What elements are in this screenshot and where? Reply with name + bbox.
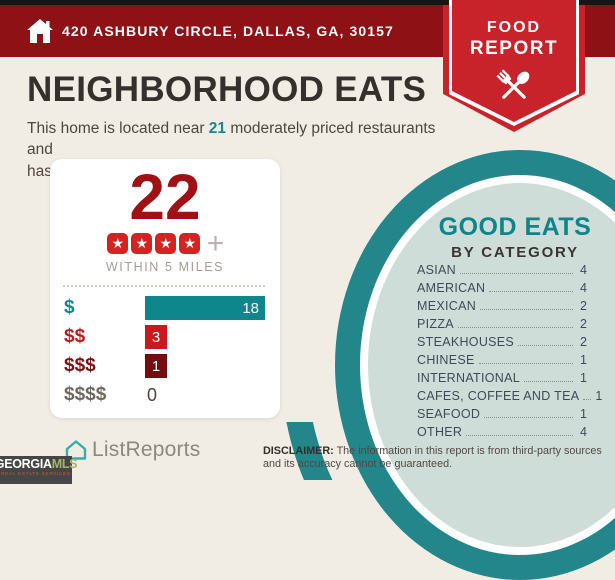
price-bar: 3 xyxy=(145,325,167,349)
disclaimer-text: The information in this report is from t… xyxy=(263,445,602,470)
dotted-leader xyxy=(484,417,573,418)
star-rating: ★ ★ ★ ★ + xyxy=(50,226,280,260)
star-icon: ★ xyxy=(107,233,129,254)
category-row: INTERNATIONAL 1 xyxy=(417,371,587,389)
dotted-leader xyxy=(583,399,592,400)
category-label: ASIAN xyxy=(417,263,457,277)
category-row: AMERICAN 4 xyxy=(417,281,587,299)
category-row: MEXICAN 2 xyxy=(417,299,587,317)
star-icon: ★ xyxy=(131,233,153,254)
category-count: 1 xyxy=(595,389,603,403)
category-label: STEAKHOUSES xyxy=(417,335,515,349)
category-count: 1 xyxy=(580,407,587,421)
category-row: SEAFOOD 1 xyxy=(417,407,587,425)
star-icon: ★ xyxy=(155,233,177,254)
restaurant-summary-card: 22 ★ ★ ★ ★ + WITHIN 5 MILES $18 $$ 3 $$$ 1 $$$$ 0 xyxy=(50,159,280,418)
listreports-wordmark: ListReports xyxy=(92,438,201,461)
dotted-leader xyxy=(457,327,573,328)
dotted-leader xyxy=(523,381,573,382)
category-row: ASIAN 4 xyxy=(417,263,587,281)
dotted-leader xyxy=(478,363,573,364)
category-row: STEAKHOUSES 2 xyxy=(417,335,587,353)
disclaimer-label: DISCLAIMER: xyxy=(263,445,334,457)
badge-title-line2: REPORT xyxy=(469,38,559,59)
category-label: SEAFOOD xyxy=(417,407,481,421)
cuisine-category-list: ASIAN 4 AMERICAN 4 MEXICAN 2 PIZZA 2 STEAKHOUSES… xyxy=(417,263,602,443)
food-report-badge: FOOD REPORT xyxy=(443,0,585,132)
price-bar: 18 xyxy=(145,296,265,320)
disclaimer: DISCLAIMER: The information in this repo… xyxy=(263,445,615,471)
georgia-mls-wordmark: GEORGIAMLS xyxy=(0,457,78,471)
subtitle-text: moderately priced restaurants and xyxy=(27,120,436,159)
price-level-label: $$$ xyxy=(64,355,96,376)
dotted-divider xyxy=(63,285,265,287)
dotted-leader xyxy=(518,345,573,346)
restaurant-count: 22 xyxy=(129,161,201,233)
spoon-fork-icon xyxy=(496,69,530,99)
category-count: 1 xyxy=(580,353,587,367)
good-eats-title: GOOD EATS xyxy=(438,213,592,241)
decorative-arc-swoosh xyxy=(250,422,435,480)
category-count: 2 xyxy=(580,317,587,331)
badge-content: FOOD REPORT xyxy=(443,19,585,113)
category-label: AMERICAN xyxy=(417,281,486,295)
price-bar-zero-value: 0 xyxy=(147,385,158,405)
category-label: OTHER xyxy=(417,425,463,439)
category-label: PIZZA xyxy=(417,317,454,331)
price-level-label: $$$$ xyxy=(64,384,107,405)
star-icon: ★ xyxy=(179,233,201,254)
category-count: 1 xyxy=(580,371,587,385)
plus-sign: + xyxy=(206,226,225,260)
price-bar-row: $$$ 1 xyxy=(50,354,280,378)
georgia-mls-tagline: REAL ESTATE SERVICES xyxy=(1,471,71,476)
category-count: 2 xyxy=(580,335,587,349)
category-row: PIZZA 2 xyxy=(417,317,587,335)
price-bar-row: $$ 3 xyxy=(50,325,280,349)
page-title: NEIGHBORHOOD EATS xyxy=(27,70,427,109)
category-count: 2 xyxy=(580,299,587,313)
price-bar: 1 xyxy=(145,354,167,378)
dotted-leader xyxy=(489,291,573,292)
price-level-label: $$ xyxy=(64,326,86,347)
top-strip xyxy=(0,0,615,5)
house-icon xyxy=(27,19,53,43)
category-count: 4 xyxy=(580,425,587,439)
good-eats-subtitle: BY CATEGORY xyxy=(451,244,579,261)
price-bar-row: $18 xyxy=(50,296,280,320)
category-label: MEXICAN xyxy=(417,299,477,313)
category-count: 4 xyxy=(580,263,587,277)
badge-title-line1: FOOD xyxy=(486,19,542,36)
subtitle-text: This home is located near xyxy=(27,120,209,137)
listreports-logo: ListReports xyxy=(64,438,200,462)
dotted-leader xyxy=(480,309,573,310)
dotted-leader xyxy=(460,273,573,274)
category-label: CHINESE xyxy=(417,353,475,367)
category-row: CAFES, COFFEE AND TEA 1 xyxy=(417,389,602,407)
category-label: CAFES, COFFEE AND TEA xyxy=(417,389,580,403)
restaurant-count-highlight: 21 xyxy=(208,120,227,137)
price-level-label: $ xyxy=(64,297,75,318)
good-eats-header: GOOD EATS BY CATEGORY xyxy=(415,213,615,261)
dotted-leader xyxy=(466,435,573,436)
category-count: 4 xyxy=(580,281,587,295)
category-row: CHINESE 1 xyxy=(417,353,587,371)
category-row: OTHER 4 xyxy=(417,425,587,443)
property-address: 420 ASHBURY CIRCLE, DALLAS, GA, 30157 xyxy=(62,23,394,39)
category-label: INTERNATIONAL xyxy=(417,371,520,385)
radius-caption: WITHIN 5 MILES xyxy=(105,260,225,274)
georgia-mls-logo: GEORGIAMLS REAL ESTATE SERVICES xyxy=(0,456,78,484)
price-bar-row: $$$$ 0 xyxy=(50,383,280,407)
